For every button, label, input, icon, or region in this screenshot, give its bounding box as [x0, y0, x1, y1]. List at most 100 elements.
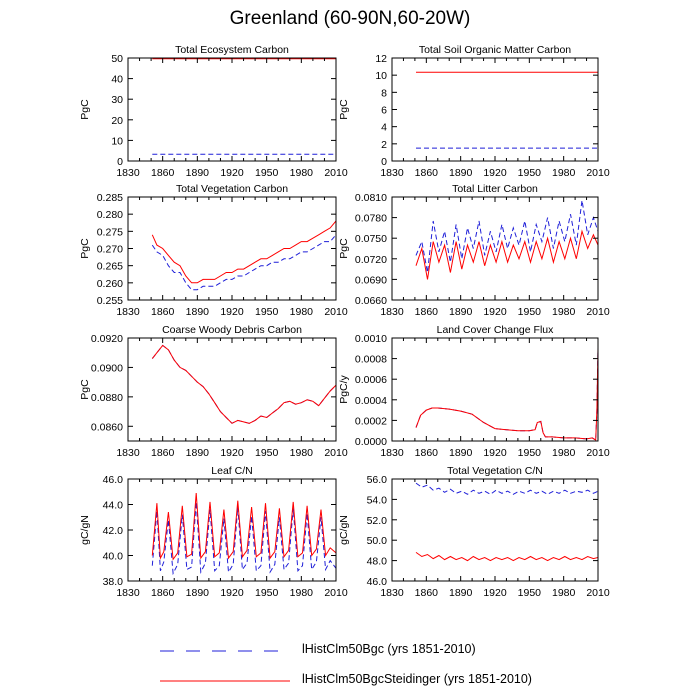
panel-2-ytick-label: 0.280 — [97, 209, 123, 221]
panel-7-title: Total Vegetation C/N — [447, 465, 543, 477]
panel-0-xtick-label: 1980 — [290, 167, 314, 179]
panel-6-ytick-label: 40.0 — [103, 551, 124, 563]
panel-3-ytick-label: 0.0720 — [355, 254, 387, 266]
panel-4-xtick-label: 1860 — [151, 447, 175, 459]
panel-1-ytick-label: 12 — [375, 53, 387, 65]
panel-7-ytick-label: 56.0 — [367, 474, 388, 486]
panel-6-series-dashed — [151, 501, 336, 576]
panel-4-ylabel: PgC — [79, 379, 91, 400]
panel-0-ylabel: PgC — [79, 99, 91, 120]
panel-4-ytick-label: 0.0920 — [91, 333, 123, 345]
panel-5-ytick-label: 0.0006 — [355, 374, 387, 386]
panel-3-xtick-label: 2010 — [586, 306, 610, 318]
panel-6-series-solid — [151, 492, 336, 561]
panel-6-xtick-label: 1830 — [116, 587, 140, 599]
panel-1-title: Total Soil Organic Matter Carbon — [419, 44, 571, 56]
panel-2-ytick-label: 0.265 — [97, 261, 123, 273]
panel-5-xtick-label: 2010 — [586, 447, 610, 459]
panel-3-series-dashed — [415, 200, 598, 273]
panel-6-xtick-label: 1860 — [151, 587, 175, 599]
panel-5-series-solid — [415, 348, 598, 441]
panel-5-xtick-label: 1890 — [449, 447, 473, 459]
panel-6-xtick-label: 1920 — [220, 587, 244, 599]
panel-2-ytick-label: 0.260 — [97, 278, 123, 290]
panel-4-series-solid — [151, 344, 336, 424]
panel-5-ytick-label: 0.0004 — [355, 395, 387, 407]
panel-4-xtick-label: 1980 — [290, 447, 314, 459]
panel-5-xtick-label: 1830 — [380, 447, 404, 459]
panel-7-xtick-label: 1890 — [449, 587, 473, 599]
panel-6-xtick-label: 1890 — [186, 587, 210, 599]
panel-4-ytick-label: 0.0860 — [91, 421, 123, 433]
panel-4-xtick-label: 1920 — [220, 447, 244, 459]
panel-6-ytick-label: 38.0 — [103, 576, 124, 588]
legend-line-dashed — [160, 650, 290, 652]
panel-0-ytick-label: 0 — [117, 156, 123, 168]
panel-5-xtick-label: 1980 — [552, 447, 576, 459]
panel-1-ytick-label: 6 — [381, 105, 387, 117]
panel-1-xtick-label: 1890 — [449, 167, 473, 179]
panel-3-ytick-label: 0.0780 — [355, 213, 387, 225]
panel-3-ylabel: PgC — [338, 238, 350, 259]
panel-3-xtick-label: 1950 — [518, 306, 542, 318]
panel-0-ytick-label: 20 — [111, 115, 123, 127]
panel-2-ytick-label: 0.255 — [97, 295, 123, 307]
panel-3-xtick-label: 1920 — [483, 306, 507, 318]
panel-4-series-dashed — [151, 344, 336, 424]
panel-7-frame — [391, 478, 599, 582]
panel-5-ytick-label: 0.0008 — [355, 354, 387, 366]
panel-3-ytick-label: 0.0660 — [355, 295, 387, 307]
panel-3-ytick-label: 0.0690 — [355, 274, 387, 286]
panel-7-series-solid — [415, 551, 598, 562]
panel-2-ylabel: PgC — [79, 238, 91, 259]
panel-0-title: Total Ecosystem Carbon — [175, 44, 289, 56]
panel-1-xtick-label: 2010 — [586, 167, 610, 179]
panel-7-xtick-label: 1980 — [552, 587, 576, 599]
panel-0-ytick-label: 40 — [111, 74, 123, 86]
panel-4-ytick-label: 0.0900 — [91, 362, 123, 374]
panel-3-ytick-label: 0.0750 — [355, 233, 387, 245]
panel-1-ylabel: PgC — [338, 99, 350, 120]
panel-1-xtick-label: 1950 — [518, 167, 542, 179]
panel-5-ytick-label: 0.0010 — [355, 333, 387, 345]
panel-4-xtick-label: 1950 — [255, 447, 279, 459]
panel-2-ytick-label: 0.285 — [97, 192, 123, 204]
panel-1-ytick-label: 10 — [375, 70, 387, 82]
panel-5-ytick-label: 0.0002 — [355, 415, 387, 427]
panel-2-xtick-label: 1860 — [151, 306, 175, 318]
panel-3-xtick-label: 1890 — [449, 306, 473, 318]
panel-3-frame — [391, 196, 599, 301]
panel-7-ytick-label: 50.0 — [367, 535, 388, 547]
panel-5-ytick-label: 0.0000 — [355, 436, 387, 448]
panel-3-xtick-label: 1830 — [380, 306, 404, 318]
panel-6-ytick-label: 46.0 — [103, 474, 124, 486]
panel-2-xtick-label: 1980 — [290, 306, 314, 318]
panel-6-title: Leaf C/N — [211, 465, 252, 477]
panel-1-ytick-label: 8 — [381, 87, 387, 99]
panel-3-ytick-label: 0.0810 — [355, 192, 387, 204]
panel-2-ytick-label: 0.275 — [97, 226, 123, 238]
panel-7-xtick-label: 1860 — [415, 587, 439, 599]
legend-line-solid — [160, 680, 290, 682]
panel-2-xtick-label: 1830 — [116, 306, 140, 318]
page-title: Greenland (60-90N,60-20W) — [229, 8, 471, 29]
panel-5-frame — [391, 337, 599, 442]
panel-1-ytick-label: 4 — [381, 122, 387, 134]
panel-2-series-solid — [151, 220, 336, 284]
panel-1-xtick-label: 1830 — [380, 167, 404, 179]
panel-1-xtick-label: 1920 — [483, 167, 507, 179]
panel-2-series-dashed — [151, 234, 336, 291]
panel-0-xtick-label: 1890 — [186, 167, 210, 179]
legend-label-b: lHistClm50BgcSteidinger (yrs 1851-2010) — [302, 672, 532, 686]
panel-0-xtick-label: 2010 — [324, 167, 348, 179]
panel-2-title: Total Vegetation Carbon — [176, 183, 288, 195]
panel-3-xtick-label: 1860 — [415, 306, 439, 318]
panel-0-ytick-label: 10 — [111, 135, 123, 147]
panel-3-xtick-label: 1980 — [552, 306, 576, 318]
panel-1-xtick-label: 1980 — [552, 167, 576, 179]
panel-3-series-solid — [415, 229, 598, 280]
panel-0-xtick-label: 1830 — [116, 167, 140, 179]
panel-1-frame — [391, 57, 599, 162]
panel-6-xtick-label: 2010 — [324, 587, 348, 599]
